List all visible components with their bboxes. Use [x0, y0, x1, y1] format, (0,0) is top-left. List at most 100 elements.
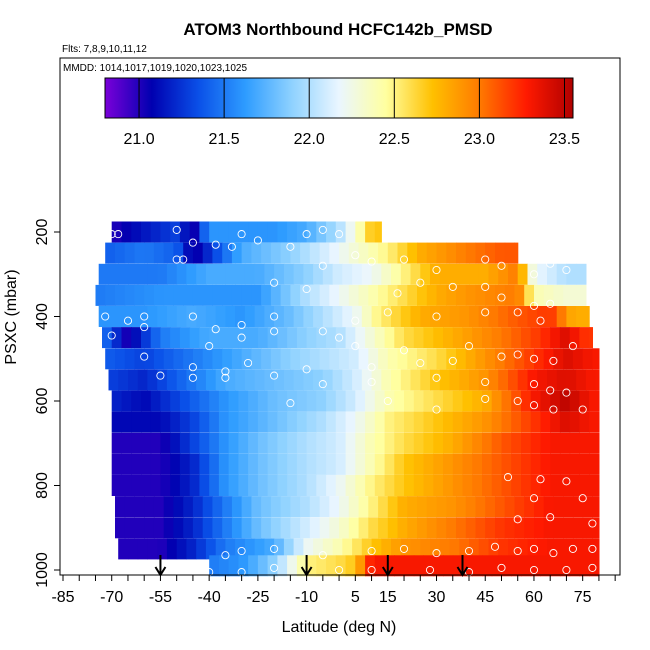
heatmap-cell	[257, 221, 269, 243]
heatmap-cell	[121, 475, 132, 496]
heatmap-cell	[303, 306, 314, 327]
heatmap-cell	[384, 453, 395, 475]
heatmap-cell	[176, 538, 187, 560]
heatmap-cell	[296, 555, 308, 577]
heatmap-cell	[358, 348, 369, 370]
heatmap-cell	[254, 369, 265, 391]
heatmap-cell	[322, 306, 334, 327]
heatmap-cell	[585, 369, 597, 391]
observation-point	[335, 565, 344, 575]
observation-point	[568, 544, 577, 553]
heatmap-cell	[218, 475, 230, 496]
heatmap-cell	[160, 475, 171, 496]
observation-point	[318, 380, 327, 389]
heatmap-cell	[394, 475, 405, 496]
observation-point	[546, 259, 555, 268]
heatmap-cell	[225, 263, 236, 285]
heatmap-cell	[391, 369, 402, 391]
heatmap-cell	[257, 411, 269, 433]
heatmap-cell	[400, 306, 412, 327]
observation-point	[91, 325, 100, 334]
heatmap-cell	[572, 496, 584, 518]
heatmap-cell	[316, 390, 327, 412]
observation-point	[81, 236, 90, 245]
heatmap-cell	[199, 327, 210, 349]
x-tick-label: -85	[51, 589, 74, 606]
heatmap-cell	[274, 306, 285, 327]
heatmap-cell	[436, 242, 447, 264]
heatmap-cell	[267, 411, 278, 433]
heatmap-cell	[514, 496, 525, 518]
heatmap-cell	[504, 496, 515, 518]
heatmap-cell	[296, 411, 308, 433]
heatmap-cell	[423, 411, 434, 433]
heatmap-cell	[128, 538, 139, 560]
heatmap-cell	[540, 453, 551, 475]
heatmap-cell	[228, 390, 239, 412]
heatmap-cell	[511, 432, 522, 454]
heatmap-cell	[426, 517, 438, 539]
heatmap-cell	[478, 369, 489, 391]
observation-point	[335, 230, 344, 239]
heatmap-cell	[355, 555, 366, 577]
heatmap-cell	[264, 263, 275, 285]
heatmap-cell	[329, 348, 340, 370]
heatmap-cell	[394, 327, 405, 349]
heatmap-cell	[254, 263, 265, 285]
heatmap-cell	[537, 369, 548, 391]
heatmap-cell	[547, 369, 558, 391]
heatmap-cell	[452, 432, 464, 454]
heatmap-cell	[504, 242, 515, 264]
heatmap-cell	[134, 496, 145, 518]
heatmap-cell	[274, 538, 285, 560]
heatmap-cell	[491, 411, 502, 433]
observation-point	[253, 236, 262, 245]
observation-point	[416, 278, 425, 287]
heatmap-cell	[248, 390, 259, 412]
heatmap-cell	[296, 432, 308, 454]
heatmap-cell	[459, 263, 470, 285]
heatmap-cell	[170, 327, 181, 349]
observation-point	[549, 549, 558, 558]
observation-point	[237, 333, 246, 342]
heatmap-cell	[374, 411, 386, 433]
colorbar-tick-label: 23.0	[464, 131, 495, 148]
heatmap-cell	[235, 306, 246, 327]
heatmap-cell	[179, 411, 191, 433]
heatmap-cell	[215, 306, 226, 327]
heatmap-cell	[478, 538, 489, 560]
heatmap-cell	[413, 411, 425, 433]
heatmap-cell	[394, 411, 405, 433]
heatmap-cell	[235, 263, 246, 285]
heatmap-cell	[257, 390, 269, 412]
heatmap-cell	[121, 453, 132, 475]
heatmap-cell	[465, 517, 477, 539]
heatmap-cell	[238, 390, 249, 412]
observation-point	[503, 473, 513, 482]
heatmap-cell	[228, 432, 239, 454]
observation-point	[237, 546, 246, 556]
heatmap-cell	[192, 242, 204, 264]
heatmap-cell	[407, 284, 418, 306]
heatmap-cell	[293, 369, 304, 391]
observation-point	[549, 356, 558, 365]
heatmap-cell	[378, 517, 389, 539]
heatmap-cell	[365, 221, 376, 243]
heatmap-cell	[287, 475, 298, 496]
heatmap-cell	[572, 517, 584, 539]
heatmap-cell	[521, 432, 532, 454]
heatmap-cell	[413, 432, 425, 454]
heatmap-cell	[485, 517, 496, 539]
heatmap-cell	[368, 284, 379, 306]
heatmap-cell	[342, 263, 353, 285]
heatmap-cell	[251, 284, 262, 306]
heatmap-cell	[407, 517, 418, 539]
colorbar-tick-label: 22.0	[294, 131, 325, 148]
heatmap-cell	[501, 475, 512, 496]
heatmap-cell	[212, 496, 223, 518]
observation-point	[286, 242, 295, 251]
heatmap-cell	[439, 306, 451, 327]
heatmap-cell	[374, 390, 386, 412]
heatmap-cell	[384, 411, 395, 433]
heatmap-cell	[488, 369, 499, 391]
